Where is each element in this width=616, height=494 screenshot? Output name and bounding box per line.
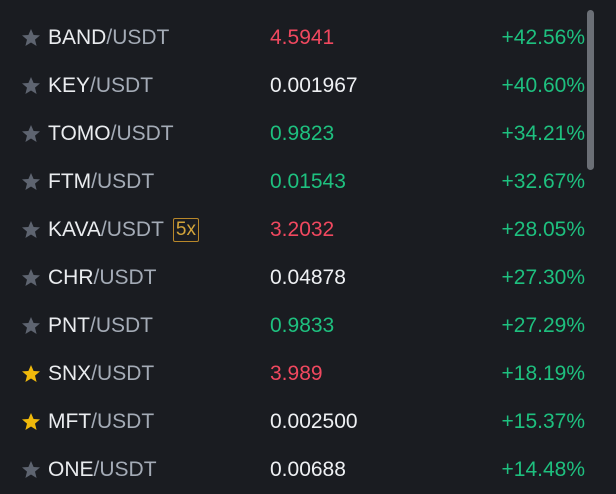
pair: FTM/USDT: [48, 170, 154, 194]
favorite-star[interactable]: [21, 316, 41, 336]
quote-asset: /USDT: [93, 266, 157, 289]
base-asset: KAVA: [48, 218, 101, 241]
market-row[interactable]: MFT/USDT 0.002500 +15.37%: [0, 398, 616, 446]
favorite-star[interactable]: [21, 268, 41, 288]
quote-asset: /USDT: [91, 410, 155, 433]
base-asset: MFT: [48, 410, 92, 433]
favorite-star[interactable]: [21, 412, 41, 432]
change: +34.21%: [501, 122, 586, 145]
favorite-star[interactable]: [21, 124, 41, 144]
change: +32.67%: [501, 170, 586, 193]
star-shape: [22, 125, 40, 142]
favorite-star[interactable]: [21, 28, 41, 48]
pair: KAVA/USDT 5x: [48, 218, 199, 242]
market-row[interactable]: KEY/USDT 0.001967 +40.60%: [0, 62, 616, 110]
base-asset: SNX: [48, 362, 92, 385]
quote-asset: /USDT: [90, 74, 154, 97]
star-shape: [22, 365, 40, 382]
market-row[interactable]: SNX/USDT 3.989 +18.19%: [0, 350, 616, 398]
base-asset: BAND: [48, 26, 107, 49]
market-row[interactable]: PNT/USDT 0.9833 +27.29%: [0, 302, 616, 350]
pair: PNT/USDT: [48, 314, 153, 338]
star-shape: [22, 269, 40, 286]
base-asset: KEY: [48, 74, 91, 97]
star-shape: [22, 317, 40, 334]
quote-asset: /USDT: [91, 170, 155, 193]
star-shape: [22, 461, 40, 478]
base-asset: PNT: [48, 314, 90, 337]
quote-asset: /USDT: [90, 314, 153, 337]
base-asset: TOMO: [48, 122, 111, 145]
base-asset: FTM: [48, 170, 92, 193]
pair: SNX/USDT: [48, 362, 154, 386]
scrollbar[interactable]: [587, 10, 594, 170]
price: 0.001967: [270, 74, 358, 97]
price: 0.01543: [270, 170, 346, 193]
price: 0.9833: [270, 314, 335, 337]
star-shape: [22, 413, 40, 430]
pair: CHR/USDT: [48, 266, 157, 290]
pair: ONE/USDT: [48, 458, 157, 482]
market-row[interactable]: TOMO/USDT 0.9823 +34.21%: [0, 110, 616, 158]
price: 0.00688: [270, 458, 346, 481]
pair: KEY/USDT: [48, 74, 153, 98]
change: +18.19%: [501, 362, 586, 385]
base-asset: CHR: [48, 266, 94, 289]
favorite-star[interactable]: [21, 172, 41, 192]
market-row[interactable]: FTM/USDT 0.01543 +32.67%: [0, 158, 616, 206]
price: 3.2032: [270, 218, 335, 241]
market-row[interactable]: BAND/USDT 4.5941 +42.56%: [0, 14, 616, 62]
change: +28.05%: [501, 218, 586, 241]
market-row[interactable]: KAVA/USDT 5x 3.2032 +28.05%: [0, 206, 616, 254]
quote-asset: /USDT: [110, 122, 174, 145]
favorite-star[interactable]: [21, 460, 41, 480]
market-row[interactable]: ONE/USDT 0.00688 +14.48%: [0, 446, 616, 494]
favorite-star[interactable]: [21, 364, 41, 384]
pair: BAND/USDT: [48, 26, 169, 50]
price: 4.5941: [270, 26, 335, 49]
quote-asset: /USDT: [91, 362, 155, 385]
market-list: BAND/USDT 4.5941 +42.56% KEY/USDT 0.001967 +4…: [0, 14, 616, 494]
leverage-badge: 5x: [172, 218, 199, 242]
star-shape: [22, 221, 40, 238]
change: +14.48%: [501, 458, 586, 481]
market-row[interactable]: CHR/USDT 0.04878 +27.30%: [0, 254, 616, 302]
base-asset: ONE: [48, 458, 94, 481]
pair: MFT/USDT: [48, 410, 154, 434]
pair: TOMO/USDT: [48, 122, 174, 146]
change: +15.37%: [501, 410, 586, 433]
price: 3.989: [270, 362, 323, 385]
quote-asset: /USDT: [100, 218, 164, 241]
star-shape: [22, 173, 40, 190]
price: 0.04878: [270, 266, 346, 289]
change: +40.60%: [501, 74, 586, 97]
favorite-star[interactable]: [21, 76, 41, 96]
price: 0.9823: [270, 122, 335, 145]
favorite-star[interactable]: [21, 220, 41, 240]
change: +27.29%: [501, 314, 586, 337]
star-shape: [22, 29, 40, 46]
quote-asset: /USDT: [93, 458, 157, 481]
change: +42.56%: [501, 26, 586, 49]
price: 0.002500: [270, 410, 358, 433]
quote-asset: /USDT: [106, 26, 170, 49]
star-shape: [22, 77, 40, 94]
change: +27.30%: [501, 266, 586, 289]
